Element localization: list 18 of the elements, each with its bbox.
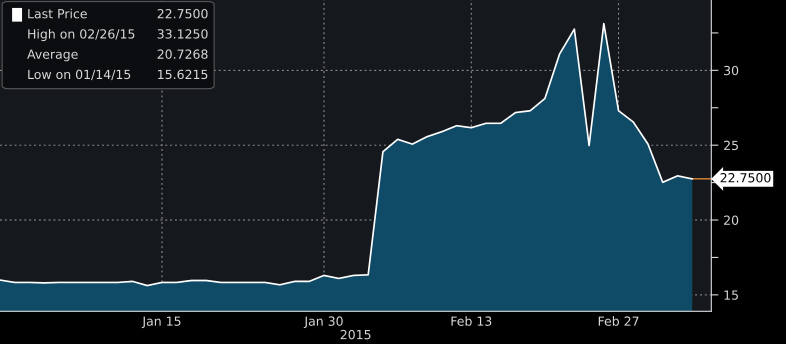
annotation: 22.7500 [158,8,208,18]
text: 22.7500 [720,173,771,182]
x-axis-title: 2015 [340,330,370,340]
y-tick-label: 15 [724,290,738,300]
annotation: Average [27,50,78,62]
annotation: 15.6215 [158,70,208,80]
annotation: Low on 01/14/15 [28,70,130,80]
annotation: 33.1250 [158,29,208,39]
y-tick-label: 25 [724,140,738,150]
legend-label: Last Price [28,8,87,18]
annotation: High on 02/26/15 [28,28,134,42]
y-tick-label: 30 [724,66,738,76]
annotation: 20.7268 [158,49,208,59]
x-tick-label: Jan 15 [142,316,180,328]
x-tick-label: Feb 27 [598,316,638,326]
y-tick-label: 20 [724,215,738,225]
x-tick-label: Feb 13 [451,316,492,326]
x-tick-label: Jan 30 [304,316,343,328]
